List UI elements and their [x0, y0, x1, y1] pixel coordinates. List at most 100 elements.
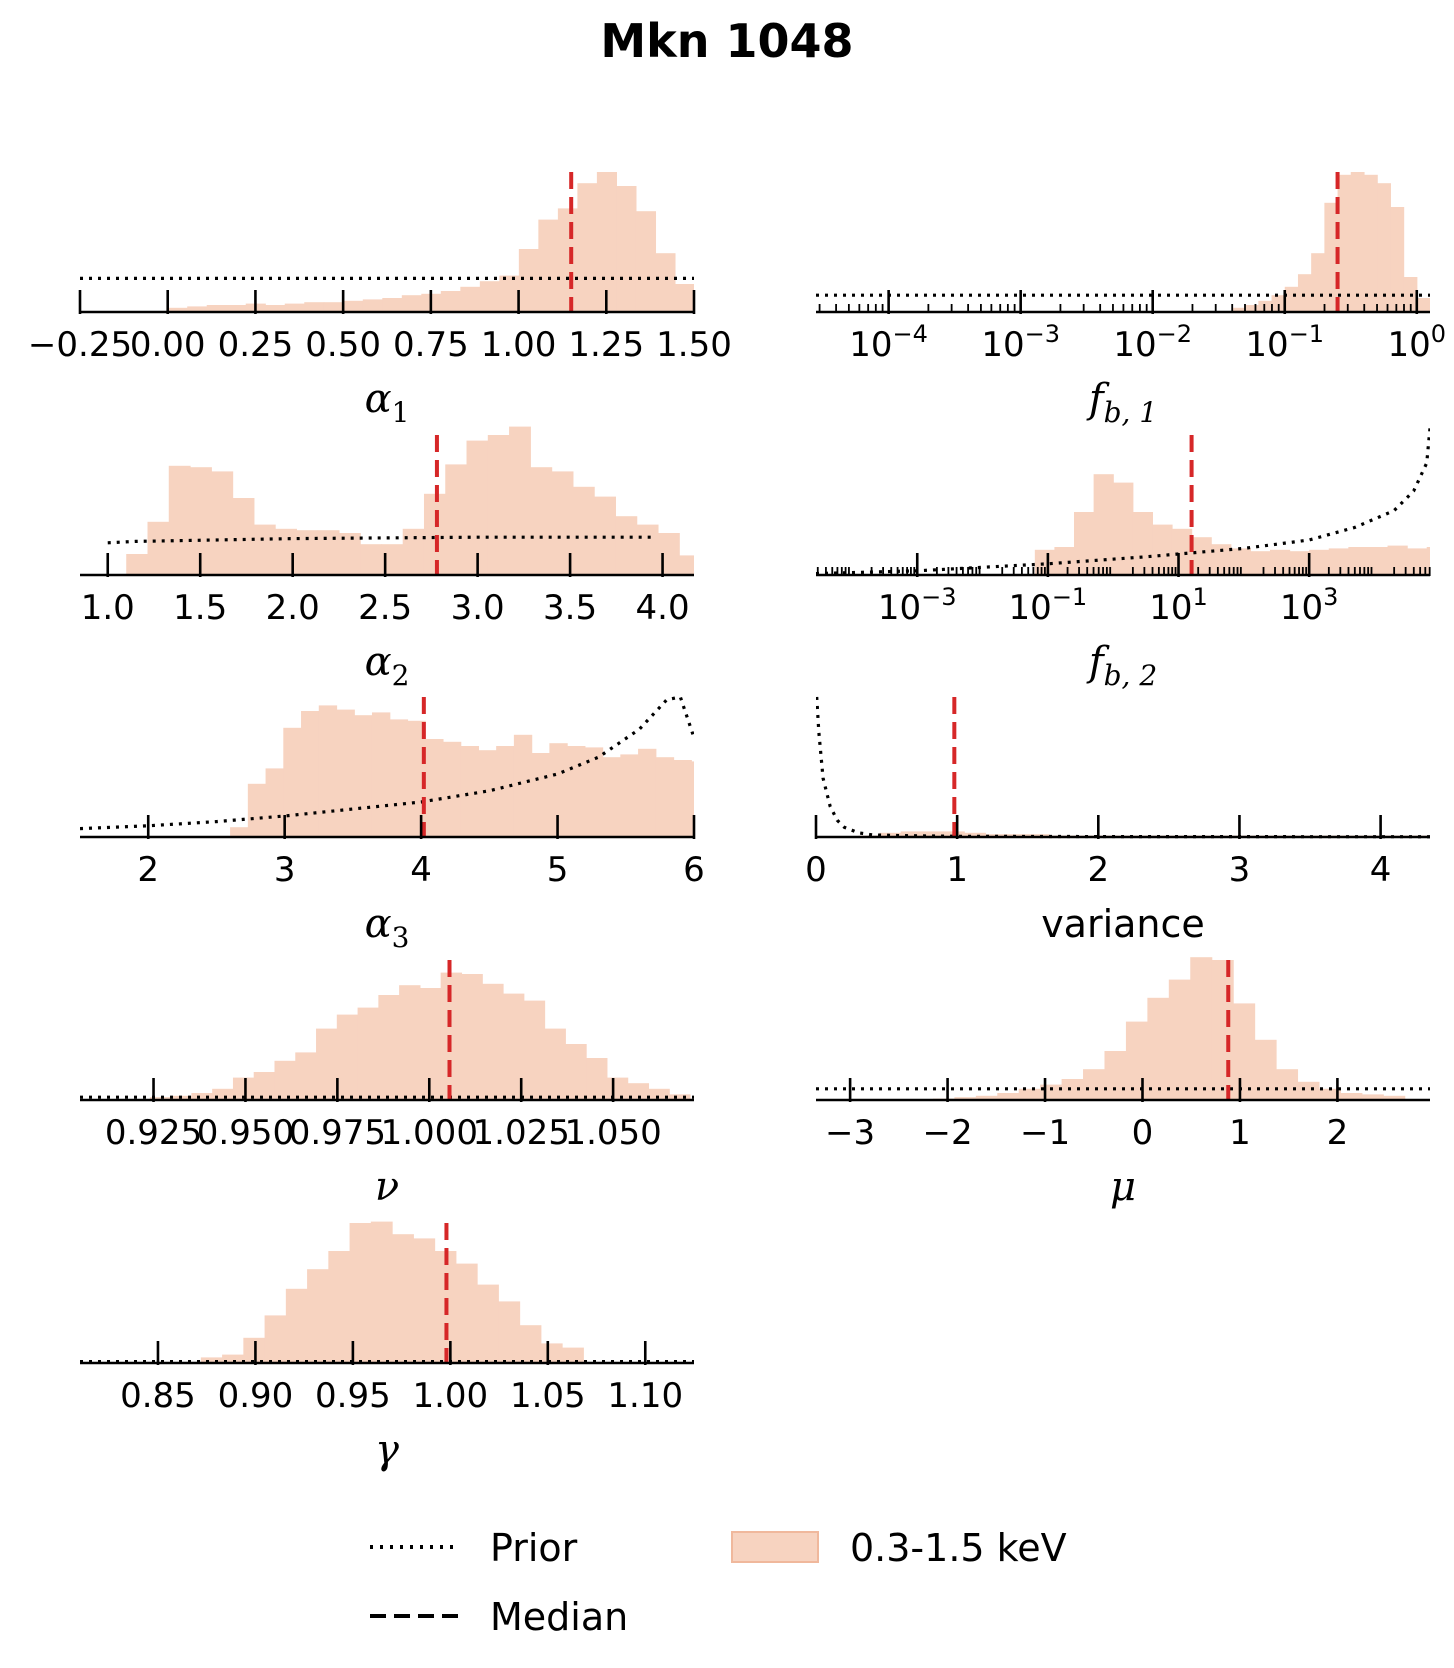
histogram-bar	[389, 719, 409, 837]
histogram-bar	[126, 554, 149, 575]
histogram-bar	[445, 464, 468, 575]
histogram-bar	[602, 757, 621, 837]
tick-label: 0.95	[315, 1376, 391, 1416]
histogram-bar	[1367, 547, 1389, 575]
histogram-bar	[1383, 1095, 1406, 1100]
tick-label: 103	[1280, 583, 1339, 628]
plot-area	[107, 426, 722, 575]
tick-label: 6	[683, 850, 705, 890]
tick-label: 10−4	[849, 320, 928, 365]
histogram-bar	[190, 467, 212, 575]
panel-fb2: 10−3 10−1 101 103 fb, 2	[816, 427, 1431, 692]
histogram-bar	[975, 1095, 998, 1100]
histogram-bar	[1269, 549, 1291, 575]
histogram-bar	[1125, 1021, 1148, 1100]
tick-label: 10−1	[1009, 583, 1088, 628]
tick-label: 0.90	[218, 1376, 294, 1416]
histogram-bar	[673, 760, 692, 837]
histogram-bar	[1034, 549, 1056, 575]
histogram-bar	[1309, 549, 1330, 575]
plot-area	[816, 427, 1430, 576]
histogram-bar	[284, 303, 305, 312]
histogram-bar	[212, 1088, 234, 1100]
histogram-bar	[1152, 524, 1173, 575]
histogram-bar	[200, 1357, 223, 1363]
histogram-bar	[1348, 547, 1369, 575]
histogram-bar	[338, 533, 361, 575]
tick-label: 0	[1132, 1113, 1154, 1153]
plot-area	[80, 960, 694, 1100]
axis-label: α2	[365, 639, 410, 692]
histogram-bar	[211, 471, 234, 575]
legend-hist-swatch	[731, 1531, 819, 1563]
histogram-bar	[1350, 172, 1365, 312]
histogram-bar	[401, 295, 422, 312]
histogram-bar	[283, 727, 302, 837]
histogram-bar	[477, 1284, 499, 1363]
histogram-bar	[168, 465, 191, 575]
prior-line	[816, 696, 1430, 839]
tick-label: 2	[137, 850, 159, 890]
histogram-bar	[296, 530, 319, 575]
histogram-bar	[572, 486, 595, 575]
panel-variance: 0 1 2 3 4 variance	[805, 696, 1430, 946]
histogram-bar	[1018, 1088, 1041, 1100]
histogram-bar	[1390, 207, 1405, 312]
histogram-bar	[635, 211, 657, 312]
tick-label: 0.975	[289, 1113, 386, 1153]
histogram-bar	[1040, 1084, 1063, 1100]
tick-label: 1	[1229, 1113, 1251, 1153]
histogram-bar	[419, 988, 442, 1100]
histogram-bar	[147, 521, 170, 575]
histogram-bar	[253, 1072, 276, 1100]
histogram-bar	[1377, 183, 1391, 312]
histogram-bar	[149, 1097, 172, 1100]
panel-alpha3: 2 3 4 5 6 α3	[80, 695, 705, 954]
histogram-bar	[187, 306, 208, 312]
histogram-bar	[551, 471, 574, 575]
histogram-bar	[371, 712, 391, 837]
plot-area	[816, 957, 1430, 1100]
histogram-bar	[295, 1052, 317, 1100]
histogram-bar	[964, 832, 986, 837]
histogram-bar	[503, 993, 525, 1100]
histogram-bar	[304, 302, 325, 312]
histogram-bar	[700, 568, 722, 575]
histogram-bar	[301, 711, 320, 837]
plot-area	[816, 172, 1430, 312]
histogram-bar	[627, 1083, 650, 1100]
histogram-bar	[226, 305, 247, 312]
histogram-bar	[466, 440, 489, 575]
histogram-bar	[557, 208, 578, 312]
histogram-bar	[1271, 295, 1286, 312]
histogram-bar	[657, 533, 680, 575]
tick-label: −2	[923, 1113, 973, 1153]
histogram-bar	[518, 249, 539, 312]
tick-label: 3	[274, 850, 296, 890]
histogram-bar	[336, 709, 355, 837]
histogram-bar	[461, 974, 483, 1100]
histogram-bar	[997, 1093, 1020, 1100]
histogram-bar	[392, 1234, 414, 1363]
tick-label: 0.50	[305, 325, 381, 365]
histogram-bar	[317, 530, 340, 575]
tick-label: 0.00	[130, 325, 206, 365]
histogram-bar	[455, 1263, 478, 1363]
histogram-bar	[1254, 1039, 1277, 1100]
histogram-bar	[232, 498, 255, 575]
histogram-bar	[638, 748, 657, 837]
axis-label: γ	[375, 1427, 399, 1473]
histogram-bar	[1074, 512, 1095, 575]
histogram-bar	[496, 746, 515, 837]
tick-label: 1.25	[568, 325, 644, 365]
histogram-bar	[1168, 979, 1191, 1100]
histogram-bar	[1231, 307, 1246, 312]
histogram-bar	[1361, 1094, 1384, 1100]
tick-label: −0.25	[28, 325, 132, 365]
histogram-bar	[482, 983, 504, 1100]
histogram-bar	[1147, 997, 1170, 1100]
histogram-bar	[1093, 474, 1114, 575]
tick-label: 10−2	[1113, 320, 1192, 365]
histogram-bar	[206, 305, 227, 312]
